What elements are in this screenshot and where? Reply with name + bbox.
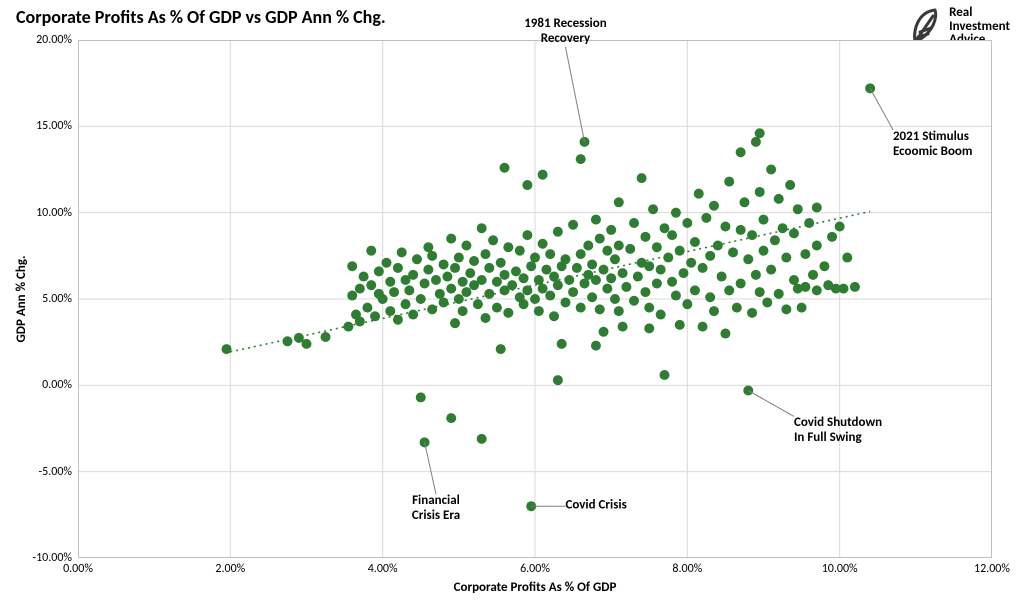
chart-title: Corporate Profits As % Of GDP vs GDP Ann… <box>16 6 386 28</box>
x-tick-label: 4.00% <box>368 562 398 576</box>
annotation-label: Covid Crisis <box>565 499 626 514</box>
y-tick-label: 5.00% <box>20 292 72 306</box>
x-axis-label: Corporate Profits As % Of GDP <box>385 580 685 595</box>
scatter-plot <box>78 40 992 558</box>
y-tick-label: 20.00% <box>20 33 72 47</box>
brand-line2: Investment <box>949 20 1010 34</box>
x-tick-label: 6.00% <box>520 562 550 576</box>
annotation-label: Financial Crisis Era <box>412 494 460 524</box>
x-tick-label: 12.00% <box>974 562 1010 576</box>
annotation-label: Covid Shutdown In Full Swing <box>794 416 882 446</box>
y-tick-label: -5.00% <box>20 465 72 479</box>
x-tick-label: 10.00% <box>822 562 858 576</box>
chart-root: Corporate Profits As % Of GDP vs GDP Ann… <box>0 0 1024 612</box>
brand-line1: Real <box>949 6 1010 20</box>
annotation-label: 1981 Recession Recovery <box>524 17 606 47</box>
y-tick-label: 0.00% <box>20 378 72 392</box>
annotation-label: 2021 Stimulus Ecoomic Boom <box>893 130 973 160</box>
y-tick-label: 10.00% <box>20 206 72 220</box>
x-tick-label: 2.00% <box>215 562 245 576</box>
x-tick-label: 8.00% <box>672 562 702 576</box>
y-tick-label: -10.00% <box>20 551 72 565</box>
y-tick-label: 15.00% <box>20 119 72 133</box>
